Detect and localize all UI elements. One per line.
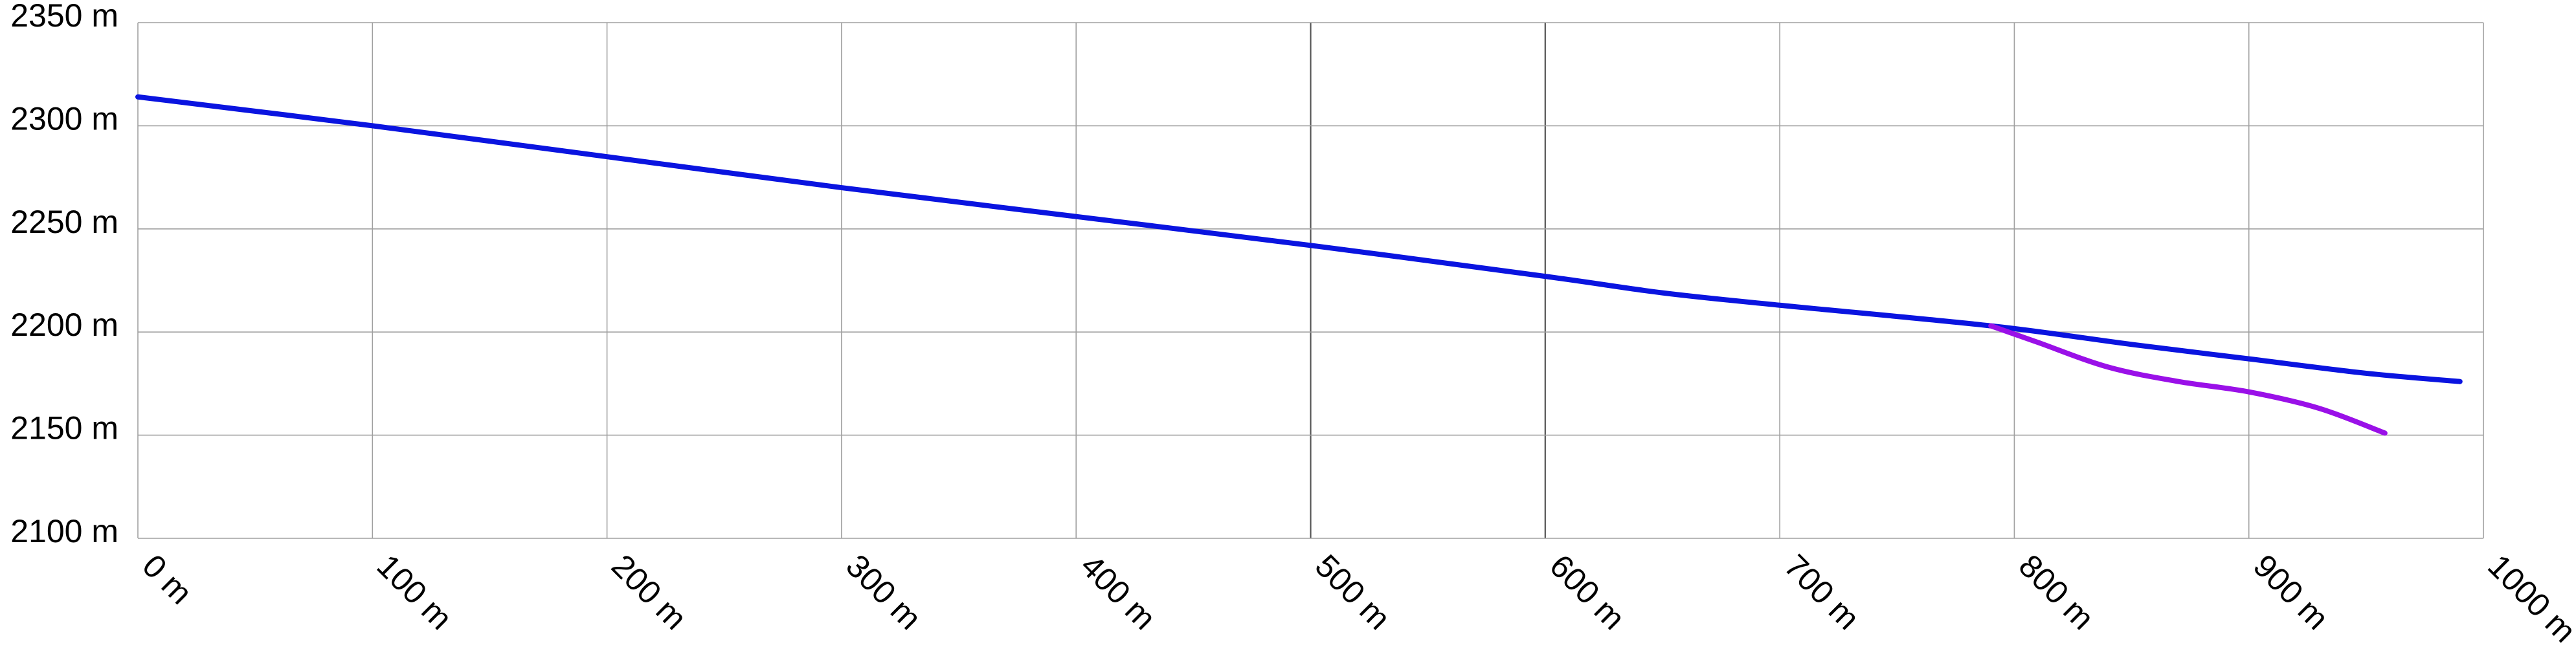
x-tick-label: 700 m — [1777, 547, 1866, 637]
x-tick-label: 100 m — [370, 547, 460, 637]
x-tick-label: 800 m — [2012, 547, 2101, 637]
y-tick-label: 2200 m — [10, 307, 118, 343]
y-tick-label: 2350 m — [10, 0, 118, 34]
x-axis-tick-labels: 0 m 100 m 200 m 300 m 400 m 500 m 600 m 700 m 80… — [135, 547, 2576, 647]
x-tick-label: 500 m — [1308, 547, 1398, 637]
series-line-blue — [135, 94, 2463, 384]
x-tick-label: 400 m — [1073, 547, 1163, 637]
y-tick-label: 2250 m — [10, 204, 118, 240]
series-lines — [135, 94, 2463, 436]
x-tick-label: 200 m — [605, 547, 694, 637]
series-line-purple — [1988, 323, 2388, 436]
y-tick-label: 2150 m — [10, 410, 118, 446]
y-tick-label: 2300 m — [10, 100, 118, 137]
x-tick-label: 300 m — [839, 547, 928, 637]
vertical-gridlines — [137, 23, 2484, 538]
y-axis-tick-labels: 2350 m 2300 m 2250 m 2200 m 2150 m 2100 m — [10, 0, 118, 549]
x-tick-label: 1000 m — [2481, 547, 2576, 647]
horizontal-gridlines — [138, 22, 2483, 539]
x-tick-label: 600 m — [1543, 547, 1632, 637]
x-tick-label: 0 m — [135, 547, 199, 611]
x-tick-label: 900 m — [2246, 547, 2336, 637]
y-tick-label: 2100 m — [10, 513, 118, 549]
